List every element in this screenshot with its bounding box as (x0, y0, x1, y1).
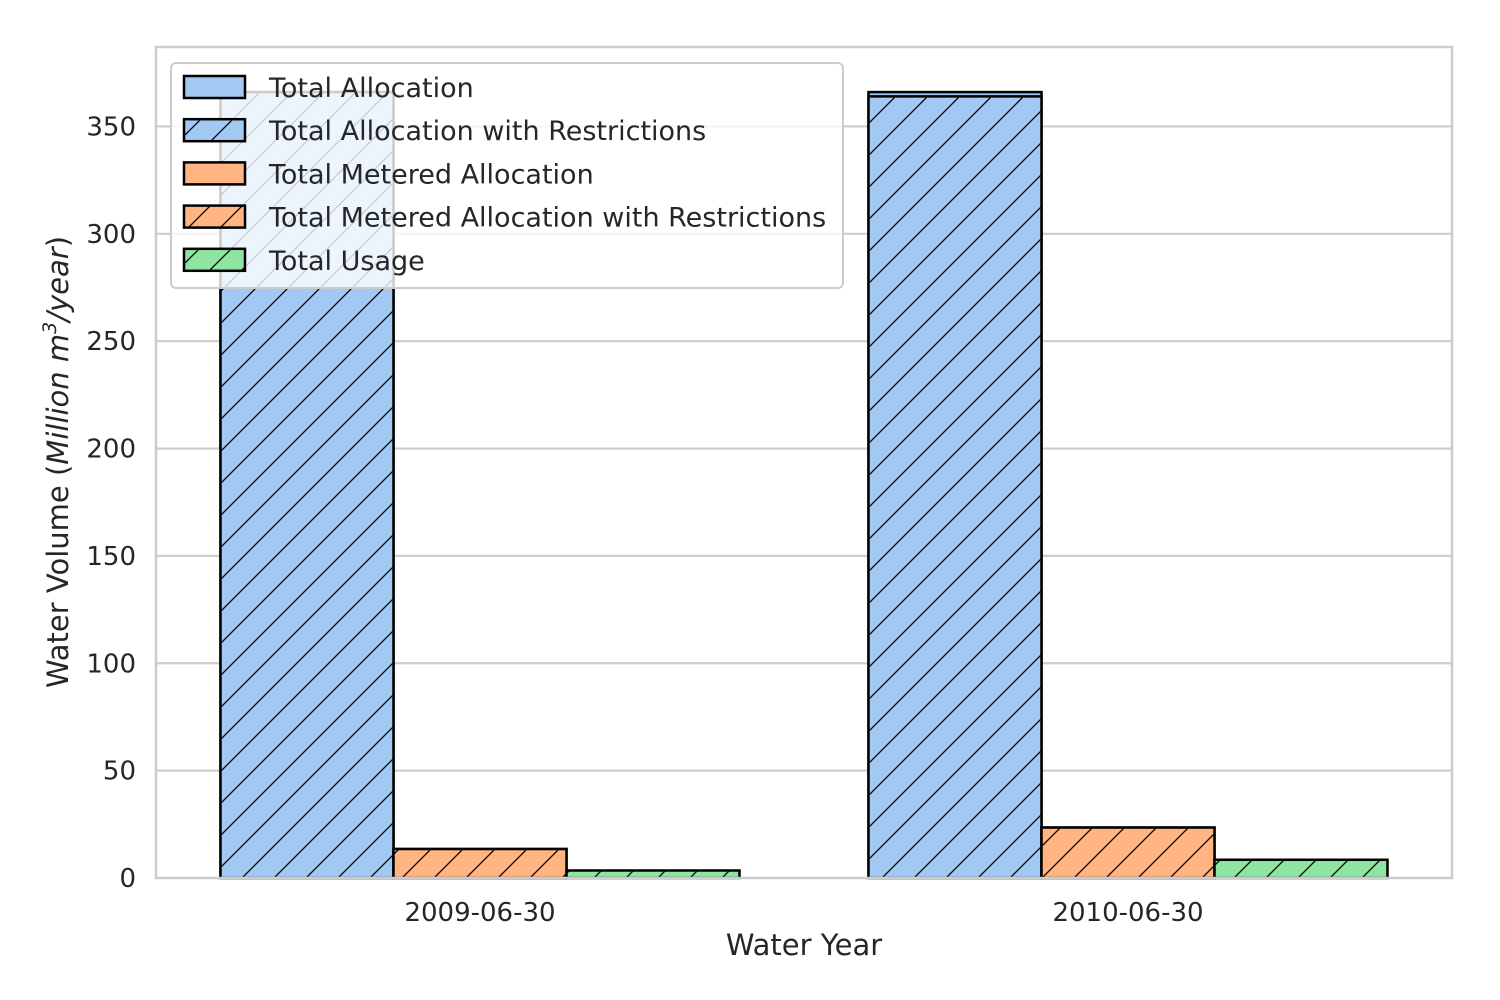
y-tick-label: 300 (86, 220, 136, 250)
legend-label: Total Metered Allocation (268, 159, 594, 190)
y-tick-label: 150 (86, 542, 136, 572)
y-tick-label: 0 (119, 864, 136, 894)
y-axis-label-suffix: ) (41, 236, 75, 247)
legend: Total Allocation Total Allocation with Re… (170, 62, 844, 289)
y-axis-label: Water Volume (Million m3/year) (39, 236, 75, 688)
legend-item: Total Allocation with Restrictions (182, 116, 706, 147)
x-tick-label: 2010-06-30 (1052, 898, 1203, 928)
y-axis-label-prefix: Water Volume ( (41, 465, 75, 688)
y-tick-label: 100 (86, 649, 136, 679)
legend-item: Total Metered Allocation with Restrictio… (182, 203, 826, 234)
y-axis-label-unit: Million m (41, 334, 75, 465)
y-tick-label: 350 (86, 112, 136, 142)
legend-label: Total Allocation with Restrictions (268, 116, 706, 147)
legend-item: Total Allocation (182, 73, 474, 104)
legend-swatch (184, 76, 245, 98)
legend-label: Total Metered Allocation with Restrictio… (268, 203, 826, 234)
bar-3-1 (1040, 826, 1216, 880)
bar-1-1 (867, 95, 1043, 880)
x-axis-ticks: 2009-06-30 2010-06-30 (404, 898, 1203, 928)
plot-frame (154, 45, 1454, 880)
y-tick-label: 250 (86, 327, 136, 357)
legend-item: Total Usage (182, 246, 425, 277)
y-tick-label: 200 (86, 435, 136, 465)
legend-label: Total Usage (268, 246, 425, 277)
y-tick-label: 50 (103, 757, 136, 787)
bar-4-1 (1213, 858, 1389, 880)
legend-label: Total Allocation (268, 73, 474, 104)
x-tick-label: 2009-06-30 (404, 898, 555, 928)
bar-3-0 (392, 847, 568, 880)
legend-frame (170, 62, 844, 289)
y-axis-label-superscript: 3 (39, 322, 61, 334)
legend-swatch (184, 162, 245, 185)
x-axis-label: Water Year (726, 928, 882, 962)
legend-item: Total Metered Allocation (182, 159, 594, 190)
y-axis-label-unit-tail: /year (41, 245, 75, 325)
y-axis-ticks: 0 50 100 150 200 250 300 350 (86, 112, 136, 894)
